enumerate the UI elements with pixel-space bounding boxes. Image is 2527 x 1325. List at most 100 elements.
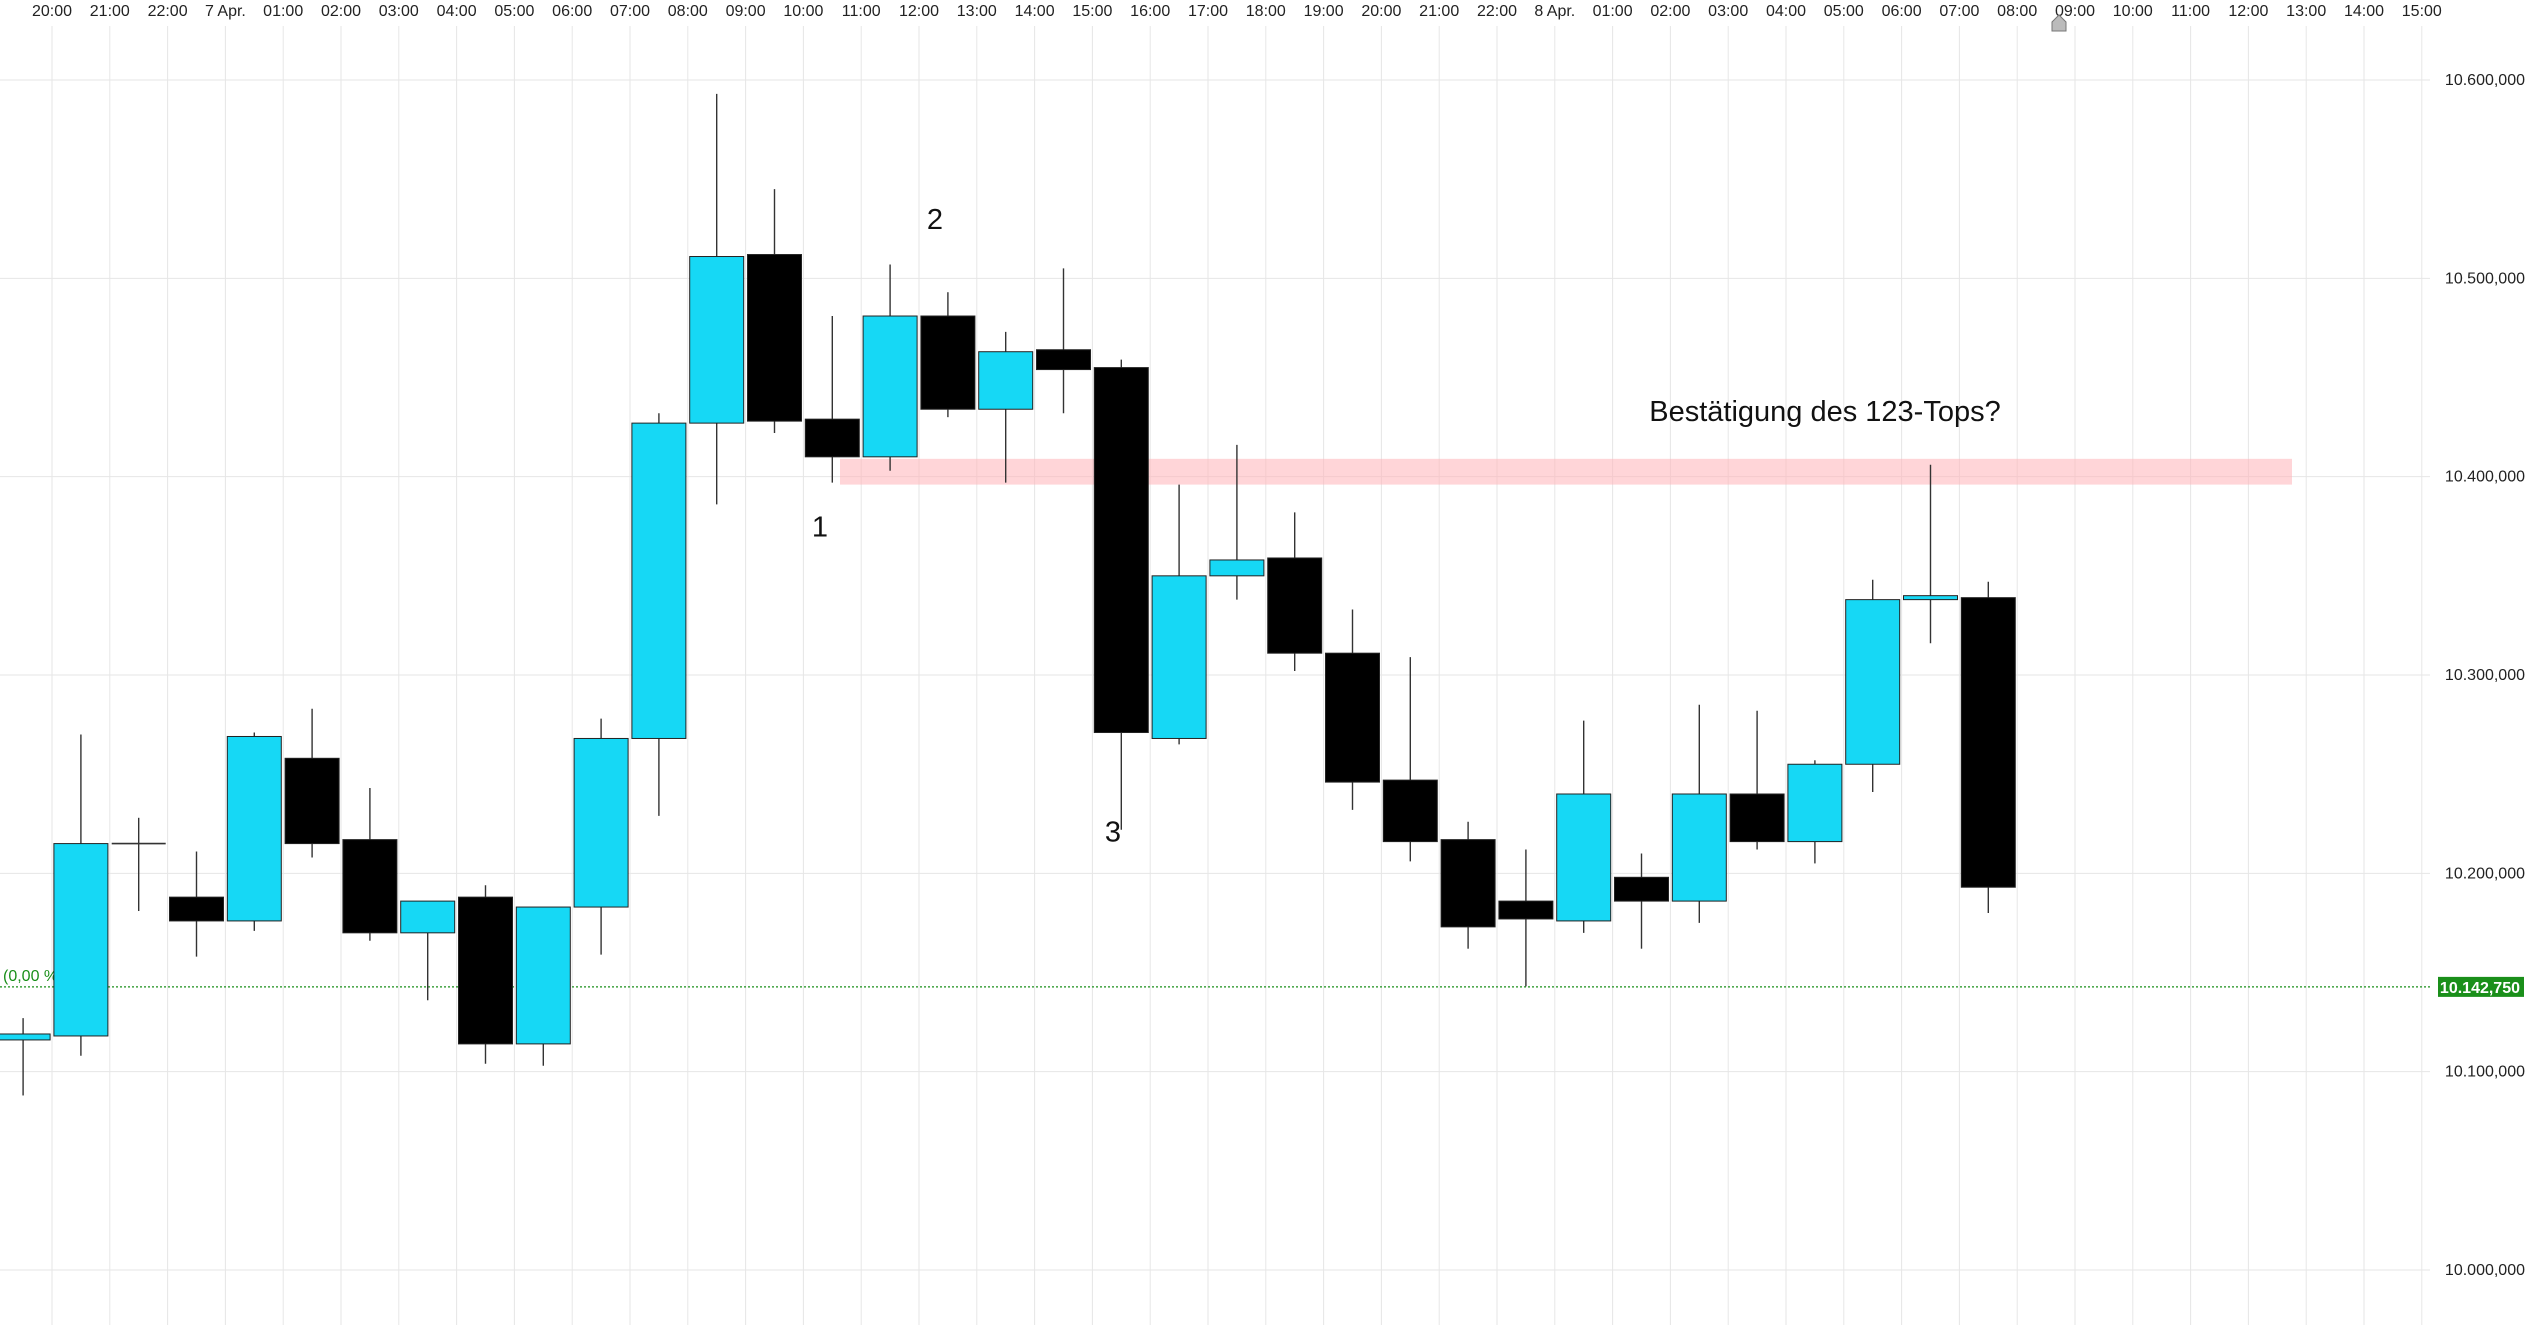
x-tick-label: 22:00	[148, 3, 188, 20]
candle-body-up	[1209, 559, 1265, 577]
x-tick-label: 13:00	[2286, 3, 2326, 20]
candle	[1498, 849, 1554, 987]
x-tick-label: 01:00	[1593, 3, 1633, 20]
candle-body-down	[342, 839, 398, 934]
candle	[1151, 484, 1207, 745]
candle	[1382, 657, 1438, 862]
x-tick-label: 06:00	[1882, 3, 1922, 20]
candle-body-down	[747, 254, 802, 422]
candle-body-down	[1267, 557, 1323, 654]
candle-body-up	[1556, 793, 1612, 922]
candle-body-down	[1440, 839, 1496, 928]
candle	[1903, 464, 1958, 644]
x-tick-label: 08:00	[668, 3, 708, 20]
candles-layer	[0, 93, 2016, 1096]
y-tick-label: 10.200,000	[2445, 865, 2525, 882]
y-tick-label: 10.100,000	[2445, 1064, 2525, 1081]
x-tick-label: 7 Apr.	[205, 3, 246, 20]
candle	[400, 900, 456, 1001]
candle	[1267, 512, 1323, 672]
x-tick-label: 05:00	[494, 3, 534, 20]
candle-body-down	[1498, 900, 1554, 920]
candle-body-down	[920, 315, 976, 410]
candle	[804, 316, 860, 483]
candle	[169, 851, 224, 957]
annotation-point-3: 3	[1105, 817, 1121, 849]
x-tick-label: 08:00	[1997, 3, 2037, 20]
candle-body-up	[573, 737, 629, 908]
x-tick-label: 03:00	[379, 3, 419, 20]
candle-body-up	[226, 735, 282, 922]
candle	[1556, 720, 1612, 933]
candle	[573, 718, 629, 955]
candle-body-down	[284, 757, 340, 845]
candle	[689, 93, 745, 505]
reference-line-layer: (0,00 %) 10.142,750	[0, 968, 2524, 997]
x-tick-label: 16:00	[1130, 3, 1170, 20]
y-tick-label: 10.600,000	[2445, 72, 2525, 89]
x-tick-label: 11:00	[2171, 3, 2210, 20]
candle-body-up	[515, 906, 571, 1045]
x-tick-label: 04:00	[1766, 3, 1806, 20]
x-tick-label: 10:00	[783, 3, 823, 20]
reference-price-badge	[2438, 976, 2524, 997]
candle-body-up	[400, 900, 456, 934]
candle	[1787, 760, 1843, 864]
candle	[920, 292, 976, 418]
x-tick-label: 15:00	[1072, 3, 1112, 20]
candle-body-down	[1325, 652, 1380, 783]
candle-body-down	[1960, 597, 2016, 888]
x-tick-label: 02:00	[321, 3, 361, 20]
x-tick-label: 14:00	[2344, 3, 2384, 20]
candle	[458, 885, 513, 1064]
reference-left-label: (0,00 %)	[3, 968, 63, 985]
candle-body-down	[804, 418, 860, 458]
candle	[342, 788, 398, 941]
x-tick-label: 8 Apr.	[1534, 3, 1575, 20]
y-tick-label: 10.000,000	[2445, 1262, 2525, 1279]
x-tick-label: 12:00	[2228, 3, 2268, 20]
x-tick-label: 09:00	[726, 3, 766, 20]
candle	[978, 331, 1034, 483]
y-tick-label: 10.300,000	[2445, 667, 2525, 684]
x-tick-label: 18:00	[1246, 3, 1286, 20]
candle	[1671, 704, 1727, 923]
grid	[0, 26, 2430, 1325]
candle	[53, 734, 109, 1056]
x-tick-label: 10:00	[2113, 3, 2153, 20]
candle-body-up	[1151, 575, 1207, 739]
x-tick-label: 21:00	[90, 3, 130, 20]
x-tick-label: 12:00	[899, 3, 939, 20]
current-time-marker[interactable]	[2051, 14, 2067, 32]
candle	[1845, 579, 1901, 793]
candle	[1093, 359, 1149, 830]
candle-body-down	[1614, 876, 1669, 902]
x-tick-label: 21:00	[1419, 3, 1459, 20]
candle-body-down	[458, 896, 513, 1045]
home-marker-icon[interactable]	[2051, 14, 2067, 32]
x-tick-label: 22:00	[1477, 3, 1517, 20]
candle-body-up	[1671, 793, 1727, 902]
candle	[1325, 609, 1380, 810]
candle-body-up	[0, 1033, 51, 1041]
x-tick-label: 07:00	[1939, 3, 1979, 20]
candle	[631, 413, 687, 816]
candle-body-down	[1729, 793, 1785, 843]
candle-body-down	[1382, 779, 1438, 843]
annotation-title: Bestätigung des 123-Tops?	[1649, 396, 2000, 428]
candle	[1036, 268, 1091, 414]
candle	[111, 817, 166, 912]
x-tick-label: 07:00	[610, 3, 650, 20]
candle	[1729, 710, 1785, 850]
x-tick-label: 11:00	[842, 3, 881, 20]
candle	[1440, 821, 1496, 949]
x-tick-label: 01:00	[263, 3, 303, 20]
candle-body-up	[1845, 599, 1901, 765]
candle-body-up	[1787, 763, 1843, 843]
annotations-layer: 1 2 3 Bestätigung des 123-Tops?	[812, 204, 2001, 849]
y-axis: 10.600,000 10.500,000 10.400,000 10.300,000…	[2445, 72, 2525, 1279]
x-tick-label: 20:00	[32, 3, 72, 20]
candle-body-up	[53, 843, 109, 1037]
